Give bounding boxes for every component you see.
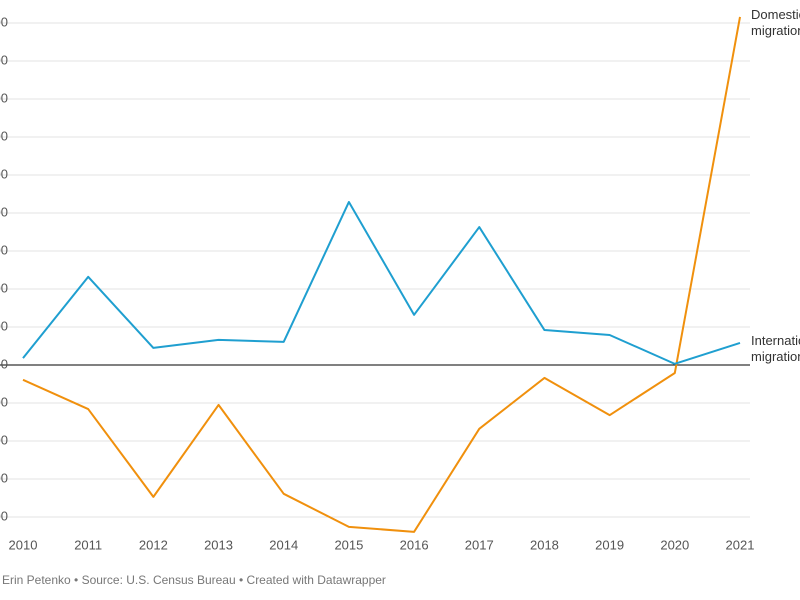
line <box>22 200 741 365</box>
y-tick-label: 700 <box>0 90 8 105</box>
line-label: Domestic migration <box>751 7 800 38</box>
y-tick-label: 400 <box>0 204 8 219</box>
line-label-part: Domestic <box>751 7 800 22</box>
y-tick-label: -200 <box>0 432 8 447</box>
y-tick-label: -300 <box>0 470 8 485</box>
line-label-part: migration <box>751 23 800 38</box>
x-tick-label: 2012 <box>139 537 168 552</box>
line <box>22 16 741 533</box>
y-tick-label: 900 <box>0 14 8 29</box>
y-tick-label: 200 <box>0 280 8 295</box>
y-tick-label: 600 <box>0 128 8 143</box>
x-tick-label: 2018 <box>530 537 559 552</box>
x-tick-label: 2016 <box>400 537 429 552</box>
y-tick-label: -400 <box>0 508 8 523</box>
y-tick-label: 300 <box>0 242 8 257</box>
x-tick-label: 2014 <box>269 537 298 552</box>
line-label: Internationalmigration <box>751 333 800 364</box>
y-tick-label: -100 <box>0 394 8 409</box>
y-tick-label: 500 <box>0 166 8 181</box>
y-tick-label: 100 <box>0 318 8 333</box>
x-tick-label: 2013 <box>204 537 233 552</box>
y-tick-label: 800 <box>0 52 8 67</box>
x-tick-label: 2021 <box>726 537 755 552</box>
y-tick-label: 0 <box>1 356 8 371</box>
footer: Erin Petenko • Source: U.S. Census Burea… <box>2 573 386 587</box>
x-tick-label: 2020 <box>660 537 689 552</box>
line-label-part: International <box>751 333 800 348</box>
x-tick-label: 2010 <box>9 537 38 552</box>
x-tick-label: 2015 <box>334 537 363 552</box>
line-label-part: migration <box>751 349 800 364</box>
x-tick-label: 2011 <box>74 537 102 552</box>
x-tick-label: 2017 <box>465 537 494 552</box>
x-tick-label: 2019 <box>595 537 624 552</box>
